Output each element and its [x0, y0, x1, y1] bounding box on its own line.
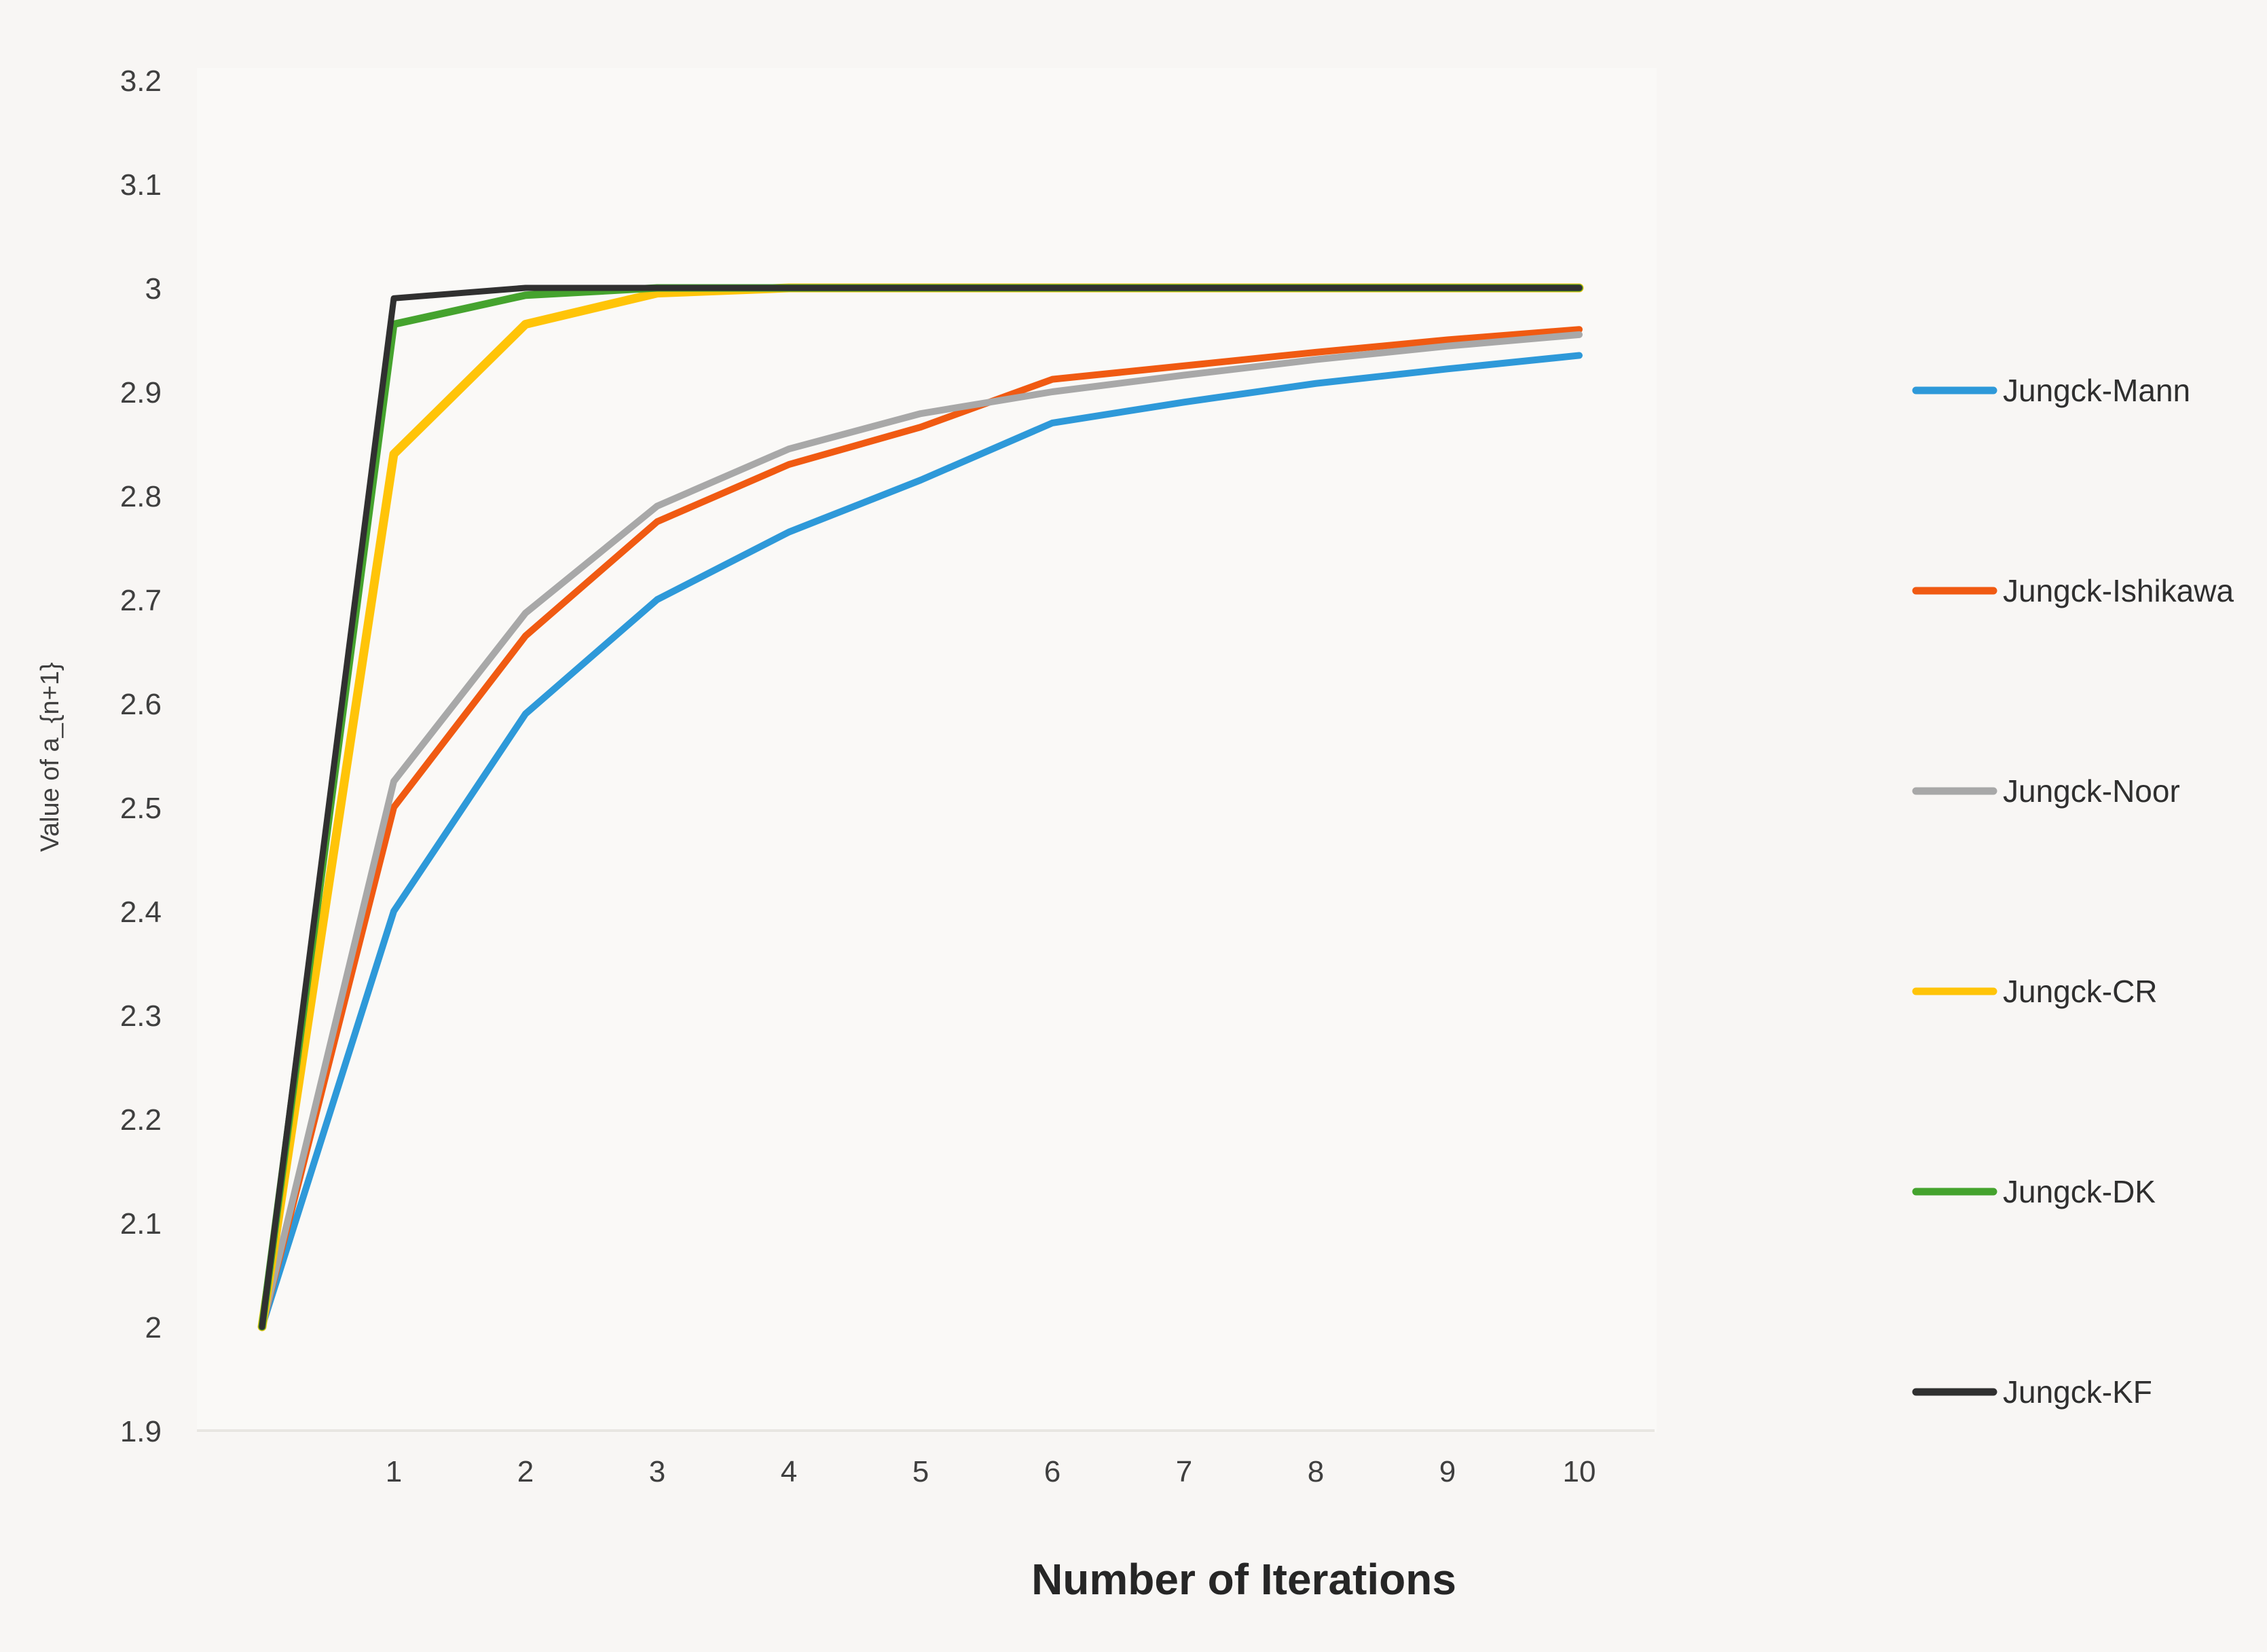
- y-tick-label: 2.5: [120, 792, 162, 825]
- x-tick-label: 4: [781, 1455, 797, 1488]
- x-tick-label: 2: [517, 1455, 534, 1488]
- y-tick-label: 2.9: [120, 376, 162, 409]
- x-tick-label: 6: [1044, 1455, 1061, 1488]
- x-tick-label: 1: [386, 1455, 402, 1488]
- legend-item-jungck-ishikawa: Jungck-Ishikawa: [1912, 573, 2234, 608]
- x-tick-label: 5: [913, 1455, 929, 1488]
- x-tick-label: 10: [1563, 1455, 1596, 1488]
- legend-label-jungck-mann: Jungck-Mann: [2003, 373, 2190, 408]
- y-tick-label: 2.1: [120, 1207, 162, 1241]
- legend-label-jungck-kf: Jungck-KF: [2003, 1374, 2152, 1410]
- legend-item-jungck-kf: Jungck-KF: [1912, 1374, 2152, 1410]
- y-tick-label: 3: [145, 272, 162, 306]
- legend-label-jungck-ishikawa: Jungck-Ishikawa: [2003, 573, 2234, 608]
- y-tick-label: 2.2: [120, 1103, 162, 1137]
- series-line-jungck-ishikawa: [259, 326, 1583, 1330]
- y-tick-label: 3.1: [120, 168, 162, 202]
- y-axis-title: Value of a_{n+1}: [36, 662, 64, 851]
- series-line-jungck-mann: [259, 352, 1583, 1330]
- legend-item-jungck-dk: Jungck-DK: [1912, 1174, 2156, 1209]
- x-tick-label: 7: [1176, 1455, 1192, 1488]
- series-line-jungck-noor: [259, 331, 1583, 1330]
- legend: Jungck-Mann Jungck-Ishikawa Jungck-Noor Jun…: [1912, 373, 2234, 1410]
- x-tick-label: 3: [649, 1455, 665, 1488]
- series-line-jungck-kf: [259, 284, 1583, 1330]
- legend-label-jungck-dk: Jungck-DK: [2003, 1174, 2156, 1209]
- y-tick-label: 1.9: [120, 1415, 162, 1448]
- legend-label-jungck-noor: Jungck-Noor: [2003, 773, 2180, 809]
- legend-item-jungck-mann: Jungck-Mann: [1912, 373, 2190, 408]
- y-tick-label: 3.2: [120, 65, 162, 98]
- x-tick-label: 8: [1308, 1455, 1324, 1488]
- x-axis-title: Number of Iterations: [1031, 1555, 1456, 1604]
- legend-label-jungck-cr: Jungck-CR: [2003, 974, 2158, 1009]
- x-tick-label: 9: [1439, 1455, 1456, 1488]
- legend-item-jungck-cr: Jungck-CR: [1912, 974, 2158, 1009]
- y-tick-label: 2.6: [120, 688, 162, 721]
- y-tick-label: 2.4: [120, 896, 162, 929]
- legend-item-jungck-noor: Jungck-Noor: [1912, 773, 2180, 809]
- y-tick-label: 2.3: [120, 999, 162, 1033]
- y-tick-label: 2.7: [120, 584, 162, 617]
- y-tick-label: 2: [145, 1311, 162, 1344]
- y-tick-label: 2.8: [120, 480, 162, 513]
